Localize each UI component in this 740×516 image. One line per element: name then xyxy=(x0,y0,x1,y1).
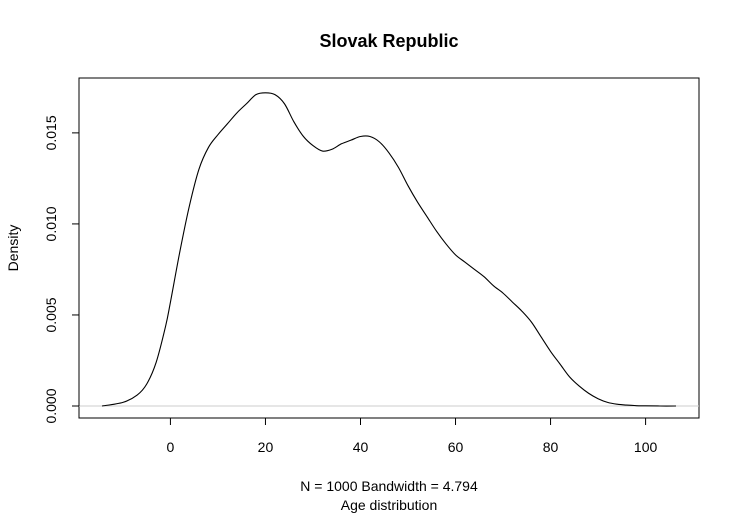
plot-frame xyxy=(78,77,700,419)
x-axis: 0 20 40 60 80 100 xyxy=(167,417,658,455)
y-axis-label: Density xyxy=(5,225,21,272)
x-tick-label: 40 xyxy=(353,439,369,455)
chart-title: Slovak Republic xyxy=(319,31,458,51)
y-axis: 0.000 0.005 0.010 0.015 xyxy=(43,115,80,424)
x-tick-label: 80 xyxy=(543,439,559,455)
x-axis-label: Age distribution xyxy=(341,497,438,513)
y-tick-label: 0.010 xyxy=(43,206,59,241)
density-curve xyxy=(101,92,677,407)
x-tick-label: 100 xyxy=(634,439,658,455)
y-tick-label: 0.015 xyxy=(43,115,59,150)
x-tick-label: 0 xyxy=(167,439,175,455)
x-tick-label: 20 xyxy=(258,439,274,455)
y-tick-label: 0.000 xyxy=(43,388,59,423)
x-tick-label: 60 xyxy=(448,439,464,455)
bandwidth-note: N = 1000 Bandwidth = 4.794 xyxy=(300,478,478,494)
y-tick-label: 0.005 xyxy=(43,297,59,332)
